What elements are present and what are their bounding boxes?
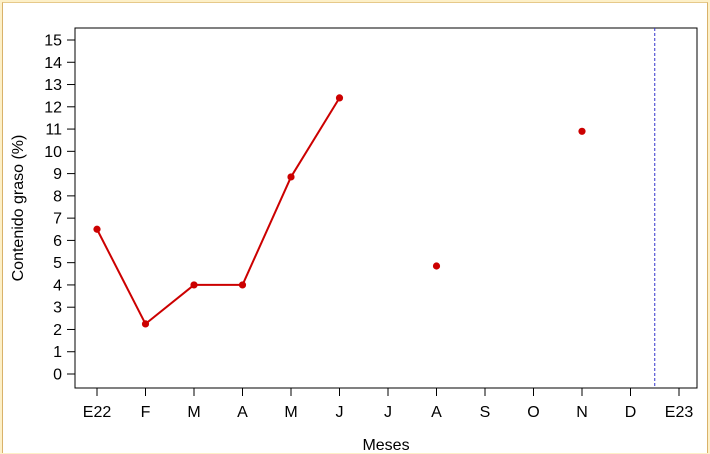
data-point: [335, 94, 344, 102]
x-tick-label: M: [284, 404, 297, 421]
x-tick-label: F: [141, 404, 151, 421]
x-tick-label: A: [431, 404, 442, 421]
x-tick-label: S: [480, 404, 491, 421]
y-axis-title: Contenido graso (%): [10, 135, 27, 282]
y-tick-label: 3: [53, 300, 62, 317]
series-line-segment: [144, 284, 195, 325]
y-tick-label: 6: [53, 233, 62, 250]
data-point: [287, 173, 295, 181]
y-tick-label: 8: [53, 188, 62, 205]
y-tick-label: 0: [53, 367, 62, 384]
y-tick-label: 7: [53, 211, 62, 228]
series-line-segment: [241, 176, 292, 286]
x-tick-label: E22: [83, 404, 112, 421]
data-point: [93, 225, 101, 233]
series-group: [93, 94, 586, 328]
y-tick-label: 2: [53, 322, 62, 339]
y-tick-label: 13: [44, 77, 62, 94]
y-tick-label: 12: [44, 99, 62, 116]
x-tick-label: E23: [665, 404, 694, 421]
y-tick-label: 14: [44, 55, 62, 72]
series-line-segment: [96, 228, 147, 325]
y-tick-label: 11: [45, 122, 62, 139]
data-point: [190, 281, 198, 289]
data-point: [578, 127, 586, 135]
y-tick-label: 4: [53, 277, 62, 294]
y-tick-label: 9: [53, 166, 62, 183]
x-tick-label: J: [336, 404, 344, 421]
series-line-segment: [290, 97, 341, 178]
y-tick-label: 15: [44, 33, 62, 50]
x-tick-label: D: [625, 404, 637, 421]
data-point: [141, 320, 150, 328]
plot-box: [74, 27, 698, 389]
x-tick-label: J: [384, 404, 392, 421]
x-tick-label: A: [237, 404, 248, 421]
y-tick-label: 10: [44, 144, 62, 161]
x-tick-label: M: [187, 404, 200, 421]
data-point: [432, 262, 441, 270]
y-tick-label: 1: [53, 344, 62, 361]
y-tick-label: 5: [53, 255, 62, 272]
x-tick-label: N: [576, 404, 588, 421]
x-tick-label: O: [527, 404, 539, 421]
x-axis: E22 F M A M J J A S O N D E23: [83, 388, 694, 421]
data-point: [238, 281, 247, 289]
x-axis-title: Meses: [362, 437, 409, 454]
